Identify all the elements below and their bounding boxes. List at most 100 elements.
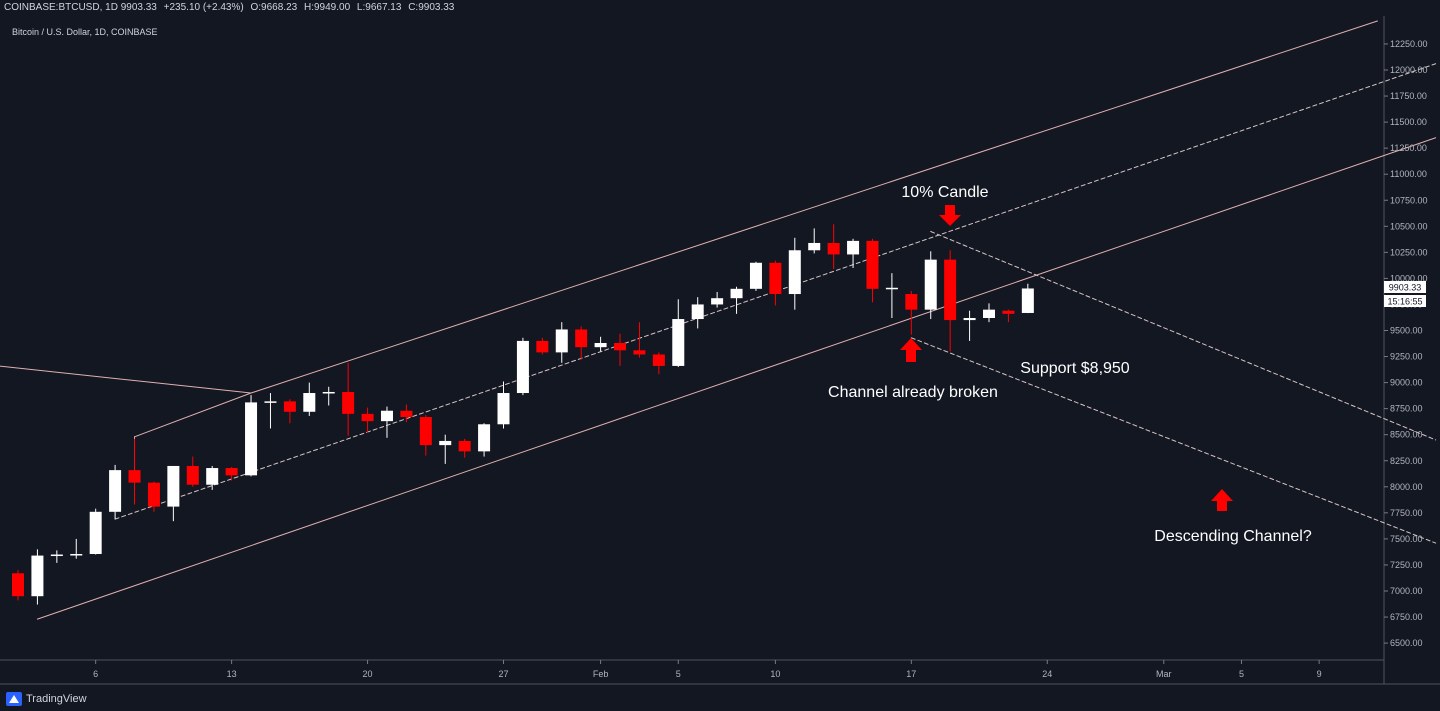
bar-countdown-label: 15:16:55 (1387, 297, 1422, 307)
time-tick-label: 6 (93, 669, 98, 679)
prior-trend-line (0, 365, 252, 394)
time-tick-label: 9 (1317, 669, 1322, 679)
down-arrow-icon (939, 205, 961, 226)
price-tick-label: 10750.00 (1390, 195, 1428, 205)
candle-body (924, 259, 937, 310)
price-tick-label: 11500.00 (1390, 117, 1427, 127)
descending-lower-line (910, 337, 1437, 544)
candle-up (594, 336, 607, 352)
candle-up (963, 310, 976, 341)
candle-body (361, 413, 374, 422)
candle-body (12, 573, 24, 597)
candle-body (749, 262, 762, 289)
candle-body (944, 259, 957, 321)
candle-body (808, 242, 821, 251)
candle-body (206, 468, 219, 485)
last-price: 9903.33 (120, 2, 157, 13)
candle-body (303, 393, 316, 412)
open-value: 9668.23 (261, 2, 298, 13)
candle-up (109, 464, 122, 520)
candle-body (89, 511, 102, 555)
high-label: H: (303, 2, 314, 13)
candle-body (594, 343, 607, 348)
candle-up (70, 538, 83, 559)
symbol-label[interactable]: COINBASE:BTCUSD, 1D (4, 2, 118, 13)
candle-body (400, 410, 413, 417)
annotation-support: Support $8,950 (1020, 360, 1130, 377)
candle-down (866, 238, 879, 303)
candle-body (1021, 288, 1034, 313)
candle-up (206, 465, 219, 490)
price-tick-label: 9500.00 (1390, 326, 1423, 336)
brand-label: TradingView (26, 693, 87, 705)
candle-body (575, 329, 588, 348)
price-tick-label: 9250.00 (1390, 352, 1423, 362)
candle-down (827, 224, 840, 270)
time-tick-label: 17 (906, 669, 916, 679)
price-change: +235.10 (+2.43%) (163, 2, 244, 13)
price-badge: 9903.33 15:16:55 (1384, 281, 1426, 307)
price-tick-label: 7500.00 (1390, 534, 1423, 544)
candle-up (749, 261, 762, 291)
candle-body (264, 401, 277, 403)
price-tick-label: 9000.00 (1390, 378, 1423, 388)
up-arrow-icon (1211, 489, 1233, 511)
candle-down (769, 260, 782, 306)
candle-body (847, 240, 860, 255)
price-axis[interactable]: 12250.00 12000.00 11750.00 11500.00 11250.00… (1384, 39, 1428, 648)
candle-down (1002, 309, 1015, 323)
annotation-channel-broken: Channel already broken (828, 384, 998, 401)
high-value: 9949.00 (313, 2, 351, 13)
price-tick-label: 7000.00 (1390, 586, 1423, 596)
current-price-label: 9903.33 (1389, 283, 1422, 293)
candle-body (769, 262, 782, 295)
time-axis[interactable]: 6 13 20 27 Feb 5 10 17 24 Mar 5 9 (93, 660, 1322, 679)
annotation-descending-channel: Descending Channel? (1154, 528, 1312, 545)
time-tick-label: 27 (498, 669, 508, 679)
candle-body (497, 393, 510, 425)
candle-up (245, 395, 258, 477)
candle-down (361, 407, 374, 433)
candle-body (788, 250, 801, 295)
candle-body (245, 402, 258, 476)
candle-body (536, 340, 549, 353)
candle-up (1021, 283, 1034, 314)
time-tick-label: 5 (676, 669, 681, 679)
price-tick-label: 8500.00 (1390, 430, 1423, 440)
candle-body (905, 294, 918, 310)
candle-body (419, 416, 432, 446)
candle-body (691, 304, 704, 320)
price-tick-label: 12000.00 (1390, 65, 1428, 75)
candle-body (827, 242, 840, 255)
candle-up (847, 238, 860, 268)
candle-body (672, 319, 685, 366)
candle-body (50, 554, 63, 557)
plot-frame (0, 16, 1440, 685)
candle-down (12, 570, 24, 601)
candle-body (439, 440, 452, 446)
candle-body (633, 350, 646, 355)
candle-up (303, 382, 316, 416)
tradingview-footer[interactable]: TradingView (6, 690, 87, 708)
candle-up (808, 228, 821, 254)
candle-body (70, 554, 83, 556)
mid-channel-line (114, 63, 1437, 520)
candle-up (711, 291, 724, 308)
candle-up (672, 299, 685, 367)
price-tick-label: 6500.00 (1390, 638, 1423, 648)
candle-body (652, 354, 665, 366)
candle-body (342, 391, 355, 414)
candle-down (400, 404, 413, 423)
candle-body (380, 410, 393, 422)
candle-body (225, 468, 238, 476)
candle-down (944, 250, 957, 352)
candles (12, 224, 1034, 605)
candle-down (633, 322, 646, 358)
candle-down (575, 326, 588, 360)
candle-up (555, 322, 568, 363)
upper-channel-line (250, 20, 1378, 394)
candle-body (186, 465, 199, 485)
candle-down (419, 414, 432, 456)
candle-up (730, 286, 743, 314)
price-chart[interactable]: 12250.00 12000.00 11750.00 11500.00 11250.00… (0, 0, 1440, 690)
